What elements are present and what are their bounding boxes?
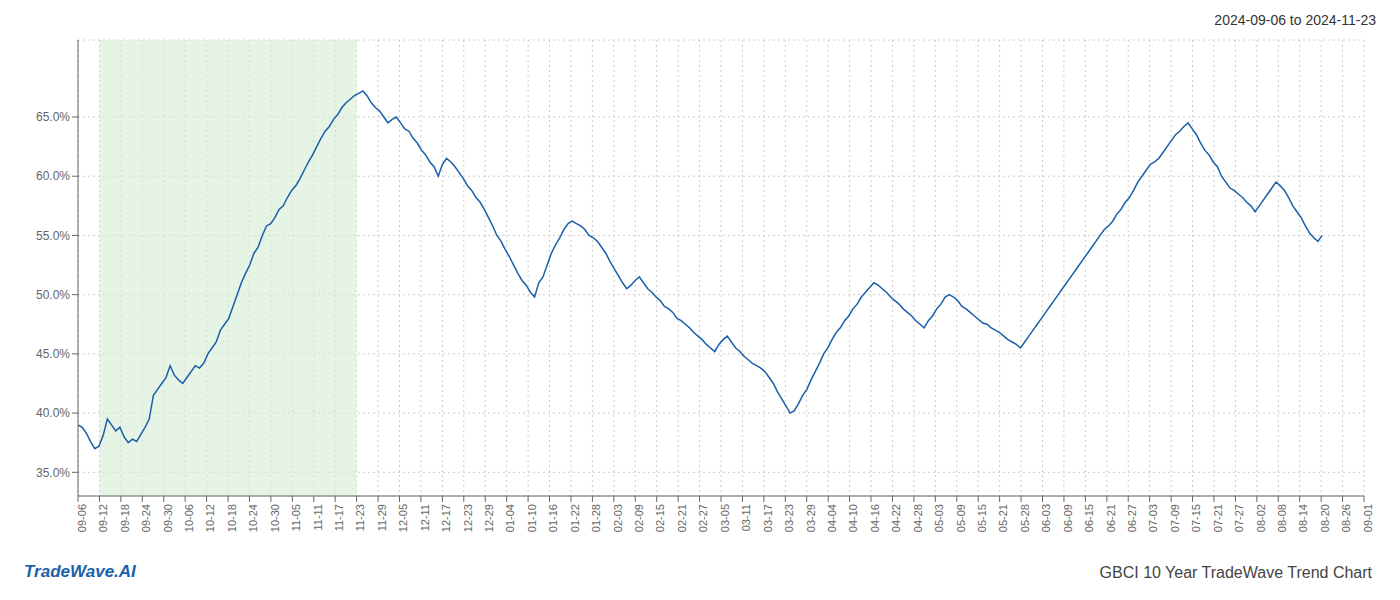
svg-text:05-21: 05-21 — [997, 504, 1009, 532]
svg-text:12-05: 12-05 — [397, 504, 409, 532]
svg-text:02-09: 02-09 — [633, 504, 645, 532]
svg-text:06-15: 06-15 — [1083, 504, 1095, 532]
svg-text:05-28: 05-28 — [1019, 504, 1031, 532]
svg-text:04-28: 04-28 — [912, 504, 924, 532]
svg-text:03-23: 03-23 — [783, 504, 795, 532]
svg-text:05-03: 05-03 — [933, 504, 945, 532]
svg-text:01-28: 01-28 — [590, 504, 602, 532]
svg-text:06-09: 06-09 — [1062, 504, 1074, 532]
svg-text:02-15: 02-15 — [655, 504, 667, 532]
svg-text:08-08: 08-08 — [1276, 504, 1288, 532]
svg-text:07-03: 07-03 — [1147, 504, 1159, 532]
svg-text:02-27: 02-27 — [697, 504, 709, 532]
svg-text:55.0%: 55.0% — [36, 229, 70, 243]
svg-text:45.0%: 45.0% — [36, 347, 70, 361]
svg-text:04-16: 04-16 — [869, 504, 881, 532]
svg-text:08-26: 08-26 — [1340, 504, 1352, 532]
svg-text:07-15: 07-15 — [1190, 504, 1202, 532]
svg-text:09-01: 09-01 — [1362, 504, 1374, 532]
svg-text:07-09: 07-09 — [1169, 504, 1181, 532]
svg-text:03-11: 03-11 — [740, 504, 752, 531]
svg-text:60.0%: 60.0% — [36, 169, 70, 183]
svg-text:12-11: 12-11 — [419, 504, 431, 531]
svg-text:04-22: 04-22 — [890, 504, 902, 532]
svg-text:08-02: 08-02 — [1255, 504, 1267, 532]
html-text:2024-09-06 to 2024-11-23: 2024-09-06 to 2024-11-23 — [1214, 12, 1376, 28]
svg-text:09-18: 09-18 — [119, 504, 131, 532]
svg-text:40.0%: 40.0% — [36, 406, 70, 420]
svg-text:02-03: 02-03 — [612, 504, 624, 532]
svg-text:65.0%: 65.0% — [36, 110, 70, 124]
svg-text:09-12: 09-12 — [97, 504, 109, 532]
html-text:TradeWave.AI: TradeWave.AI — [24, 562, 136, 581]
svg-text:09-30: 09-30 — [162, 504, 174, 532]
svg-text:05-09: 05-09 — [955, 504, 967, 532]
svg-text:09-06: 09-06 — [76, 504, 88, 532]
svg-text:01-04: 01-04 — [504, 504, 516, 532]
svg-text:01-22: 01-22 — [569, 504, 581, 532]
svg-text:03-29: 03-29 — [805, 504, 817, 532]
svg-text:02-21: 02-21 — [676, 504, 688, 532]
svg-text:12-23: 12-23 — [462, 504, 474, 532]
svg-text:10-06: 10-06 — [183, 504, 195, 532]
svg-text:11-05: 11-05 — [290, 504, 302, 531]
svg-text:03-17: 03-17 — [762, 504, 774, 532]
svg-text:11-29: 11-29 — [376, 504, 388, 531]
svg-text:50.0%: 50.0% — [36, 288, 70, 302]
svg-text:06-21: 06-21 — [1105, 504, 1117, 532]
svg-text:11-11: 11-11 — [312, 504, 324, 531]
svg-text:08-14: 08-14 — [1298, 504, 1310, 532]
svg-text:07-21: 07-21 — [1212, 504, 1224, 532]
svg-text:05-15: 05-15 — [976, 504, 988, 532]
svg-text:12-29: 12-29 — [483, 504, 495, 532]
svg-text:10-24: 10-24 — [247, 504, 259, 532]
svg-text:08-20: 08-20 — [1319, 504, 1331, 532]
svg-text:01-10: 01-10 — [526, 504, 538, 532]
svg-text:10-12: 10-12 — [204, 504, 216, 532]
svg-text:11-17: 11-17 — [333, 504, 345, 531]
svg-text:01-16: 01-16 — [547, 504, 559, 532]
svg-text:04-10: 04-10 — [847, 504, 859, 532]
svg-text:11-23: 11-23 — [354, 504, 366, 531]
svg-text:35.0%: 35.0% — [36, 466, 70, 480]
svg-text:12-17: 12-17 — [440, 504, 452, 532]
svg-text:07-27: 07-27 — [1233, 504, 1245, 532]
svg-text:04-04: 04-04 — [826, 504, 838, 532]
svg-text:03-05: 03-05 — [719, 504, 731, 532]
html-text:GBCI 10 Year TradeWave Trend C: GBCI 10 Year TradeWave Trend Chart — [1099, 564, 1372, 581]
svg-text:06-03: 06-03 — [1040, 504, 1052, 532]
svg-text:10-18: 10-18 — [226, 504, 238, 532]
svg-text:06-27: 06-27 — [1126, 504, 1138, 532]
svg-text:10-30: 10-30 — [269, 504, 281, 532]
svg-text:09-24: 09-24 — [140, 504, 152, 532]
